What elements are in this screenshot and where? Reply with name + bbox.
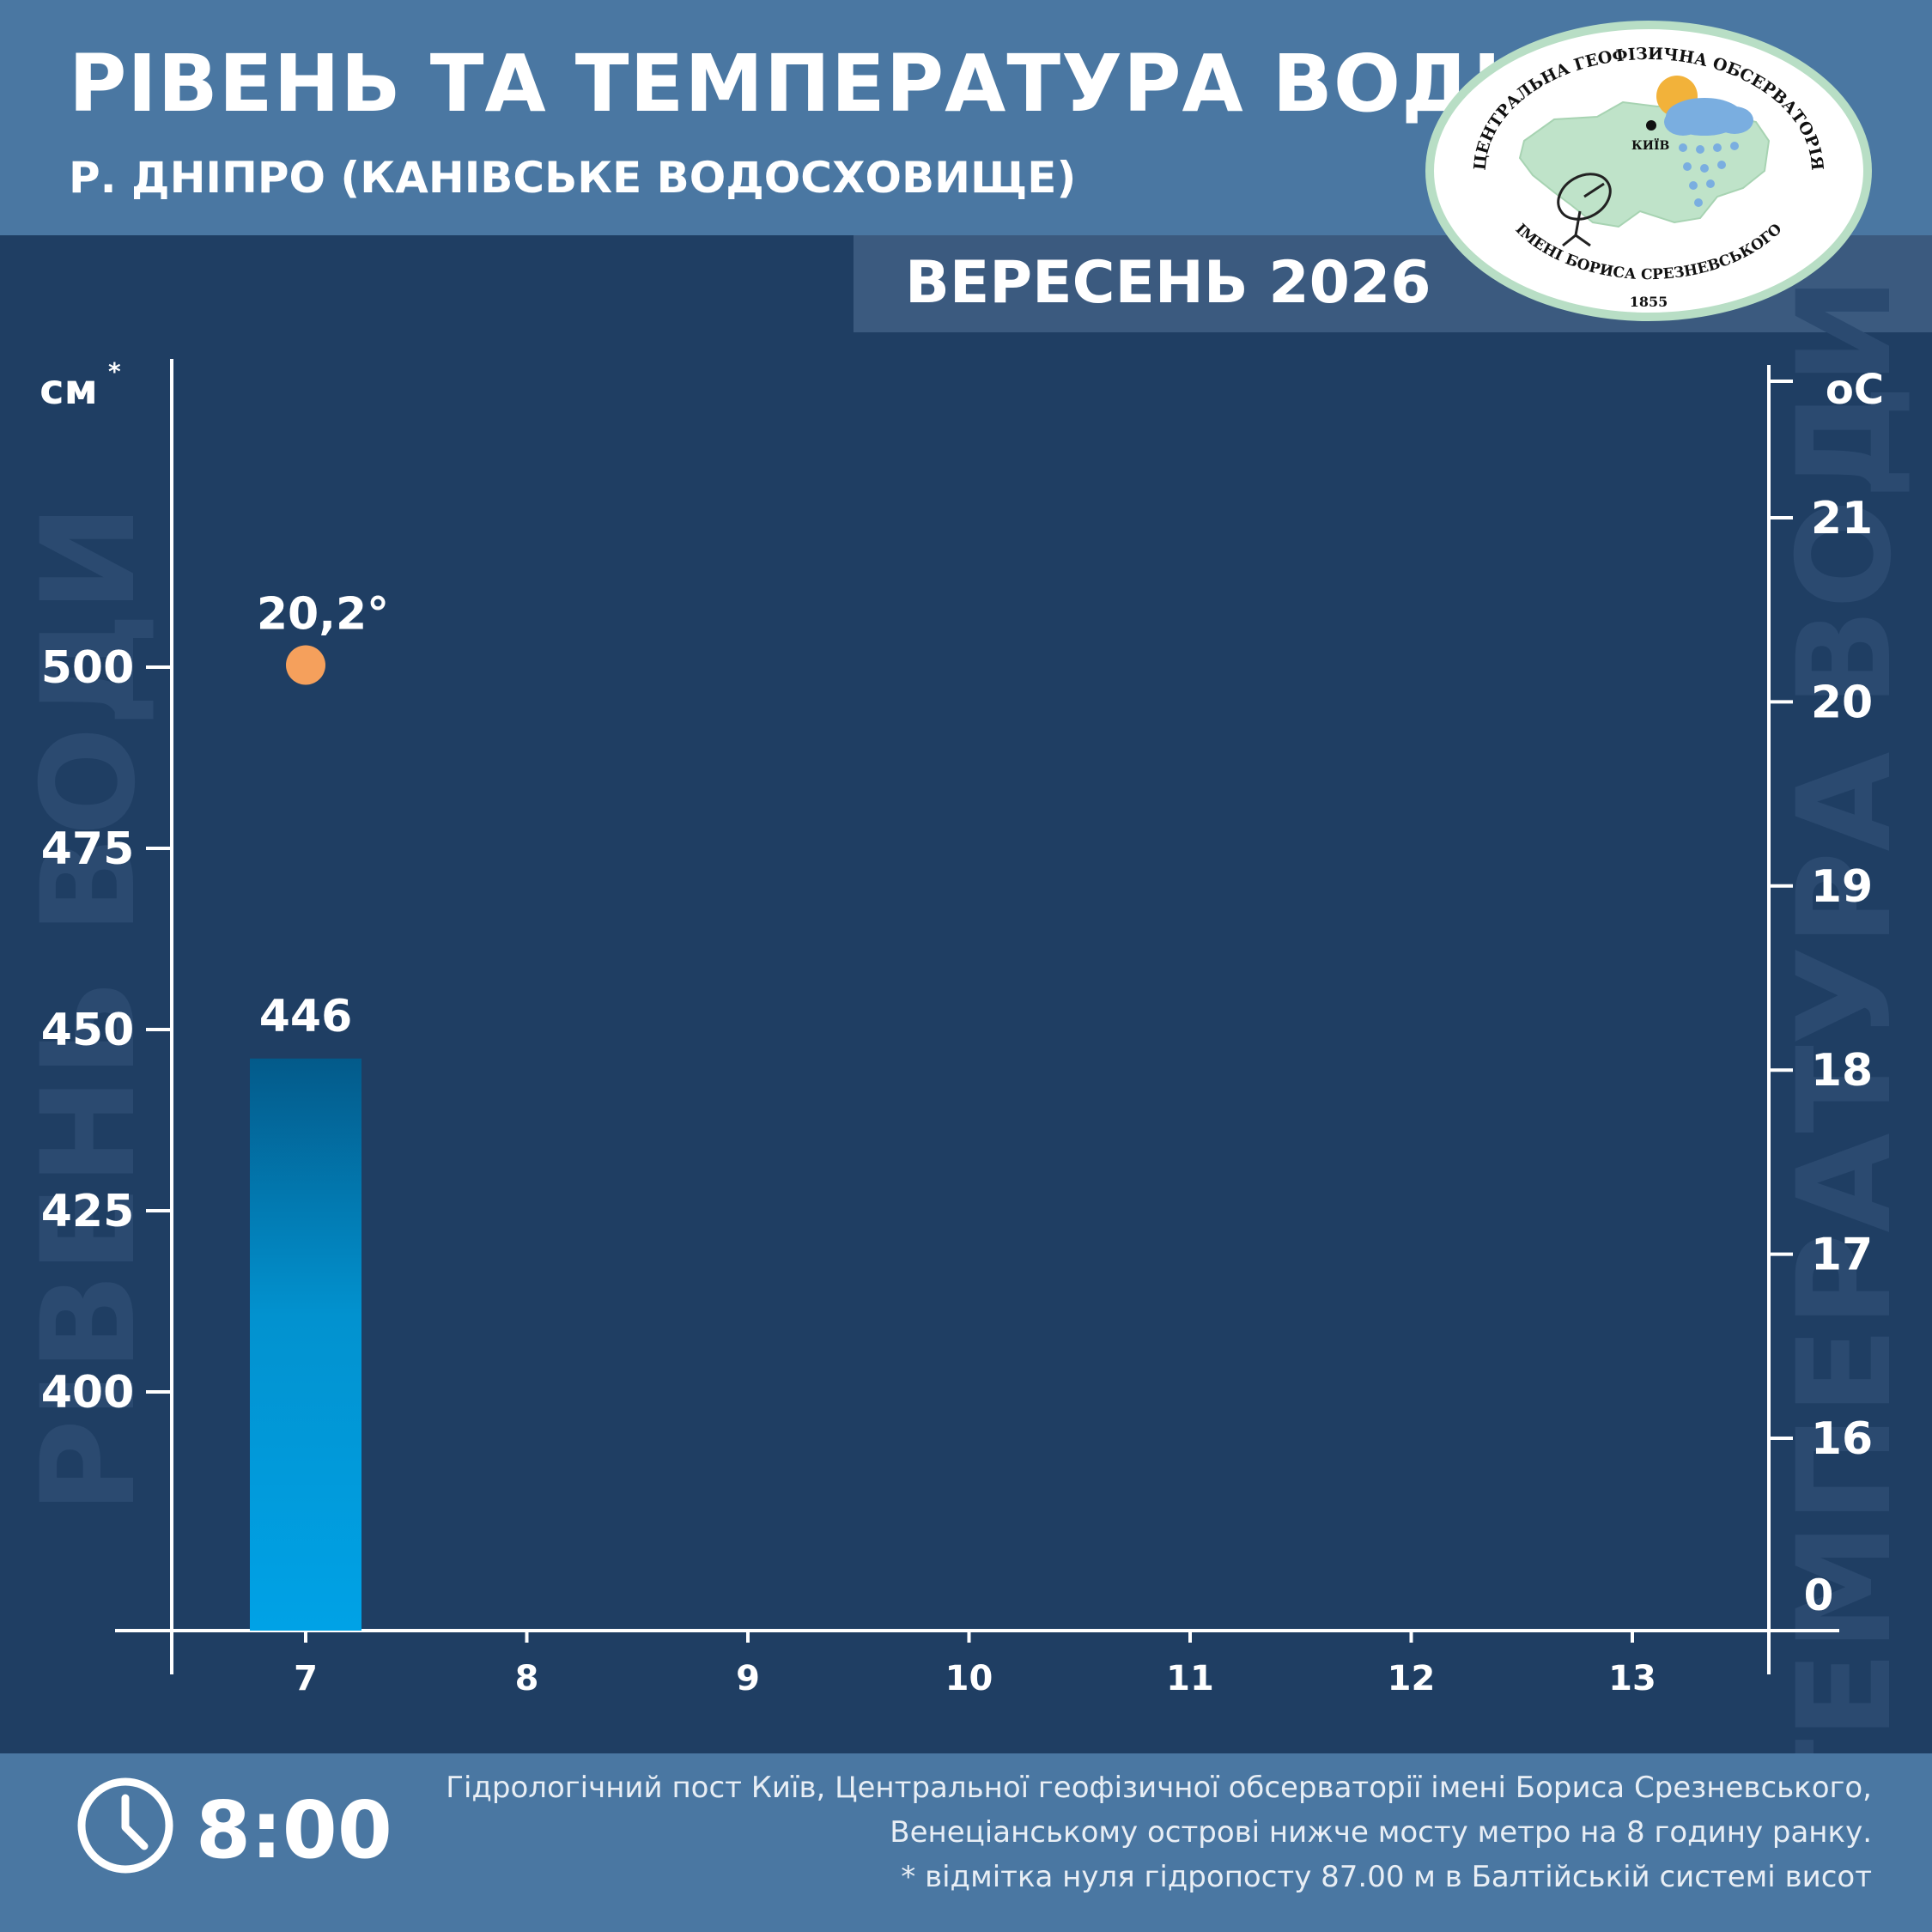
logo-year: 1855: [1630, 294, 1668, 310]
temperature-point-7: [286, 645, 325, 685]
right-axis-ticks: 16 17 18 19 20 21: [1769, 493, 1873, 1465]
right-tick-label-4: 20: [1811, 677, 1873, 728]
right-tick-label-5: 21: [1811, 493, 1873, 544]
rain-cloud-icon: [1664, 98, 1753, 207]
kyiv-dot: [1646, 120, 1656, 131]
observatory-logo: КИЇВ ЦЕНТРАЛЬНА ГЕОФІЗИЧНА ОБСЕРВАТОРІЯ …: [1425, 21, 1872, 321]
radar-dish-icon: [1557, 173, 1612, 247]
right-axis-watermark: ТЕМПЕРАТУРА ВОДИ: [1771, 276, 1920, 1826]
x-tick-label-0: 7: [294, 1659, 318, 1698]
left-axis-watermark: РІВЕНЬ ВОДИ: [15, 504, 164, 1514]
x-tick-label-5: 12: [1388, 1659, 1436, 1698]
x-tick-label-6: 13: [1608, 1659, 1656, 1698]
footer-note-line-1: Гідрологічний пост Київ, Центральної гео…: [446, 1771, 1872, 1805]
right-tick-label-2: 18: [1811, 1045, 1873, 1097]
right-axis-zero-label: 0: [1804, 1571, 1834, 1620]
clock-icon: [77, 1777, 173, 1874]
page-subtitle: Р. ДНІПРО (КАНІВСЬКЕ ВОДОСХОВИЩЕ): [69, 153, 1077, 203]
x-tick-label-2: 9: [736, 1659, 760, 1698]
right-axis-unit: оС: [1826, 366, 1884, 414]
left-tick-label-3: 475: [41, 823, 135, 875]
level-bar-7: [250, 1058, 361, 1631]
right-tick-label-3: 19: [1811, 861, 1873, 913]
x-axis-ticks: 7 8 9 10 11 12 13: [294, 1631, 1656, 1698]
time-label: 8:00: [196, 1784, 392, 1876]
left-axis-unit: см: [39, 366, 98, 414]
temperature-points: 20,2°: [257, 589, 389, 685]
level-bars: 446: [250, 991, 361, 1631]
logo-city: КИЇВ: [1631, 137, 1670, 153]
left-axis-unit-mark: *: [108, 357, 121, 386]
right-tick-label-0: 16: [1811, 1413, 1873, 1465]
left-tick-label-0: 400: [41, 1367, 135, 1419]
page-title: РІВЕНЬ ТА ТЕМПЕРАТУРА ВОДИ: [69, 38, 1540, 130]
level-label-7: 446: [259, 991, 353, 1042]
right-tick-label-1: 17: [1811, 1230, 1873, 1281]
x-tick-label-3: 10: [945, 1659, 993, 1698]
left-tick-label-1: 425: [41, 1186, 135, 1237]
footer-note-line-2: Венеціанському острові нижче мосту метро…: [890, 1815, 1872, 1850]
month-label: ВЕРЕСЕНЬ 2026: [905, 249, 1431, 317]
temperature-label-7: 20,2°: [257, 589, 389, 641]
left-tick-label-4: 500: [41, 642, 135, 694]
x-tick-label-1: 8: [515, 1659, 539, 1698]
footer-note-line-3: * відмітка нуля гідропосту 87.00 м в Бал…: [901, 1860, 1872, 1894]
footer-bar: [0, 1753, 1932, 1932]
left-axis-ticks: 400 425 450 475 500: [41, 642, 172, 1419]
left-tick-label-2: 450: [41, 1005, 135, 1056]
x-tick-label-4: 11: [1166, 1659, 1214, 1698]
